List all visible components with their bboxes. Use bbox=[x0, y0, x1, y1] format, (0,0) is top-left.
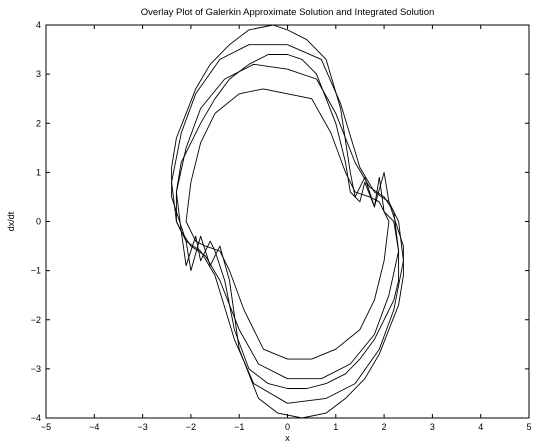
x-tick-label: −3 bbox=[137, 422, 147, 432]
chart-title: Overlay Plot of Galerkin Approximate Sol… bbox=[141, 7, 435, 18]
y-tick-label: 0 bbox=[36, 217, 41, 227]
series-line-1 bbox=[175, 54, 400, 389]
x-axis-ticks: −5 −4 −3 −2 −1 0 1 2 3 4 5 bbox=[41, 25, 532, 432]
x-tick-label: 5 bbox=[526, 422, 531, 432]
y-tick-label: 1 bbox=[36, 167, 41, 177]
x-tick-label: 4 bbox=[478, 422, 483, 432]
y-axis-label: dx/dt bbox=[6, 211, 16, 231]
y-tick-label: −3 bbox=[31, 364, 41, 374]
y-tick-label: 3 bbox=[36, 69, 41, 79]
x-tick-label: 3 bbox=[430, 422, 435, 432]
x-tick-label: −5 bbox=[41, 422, 51, 432]
x-axis-label: x bbox=[285, 433, 290, 443]
x-tick-label: −1 bbox=[234, 422, 244, 432]
x-tick-label: 1 bbox=[333, 422, 338, 432]
x-tick-label: −4 bbox=[89, 422, 99, 432]
y-tick-label: −1 bbox=[31, 266, 41, 276]
x-tick-label: 0 bbox=[285, 422, 290, 432]
x-tick-label: −2 bbox=[186, 422, 196, 432]
series-line-2 bbox=[171, 24, 404, 419]
y-axis-ticks: −4 −3 −2 −1 0 1 2 3 4 bbox=[31, 20, 529, 423]
y-tick-label: −2 bbox=[31, 315, 41, 325]
series-line-3 bbox=[185, 88, 390, 360]
y-tick-label: 2 bbox=[36, 118, 41, 128]
series-line-5 bbox=[171, 44, 404, 404]
series-line-4 bbox=[175, 63, 400, 380]
y-tick-label: 4 bbox=[36, 20, 41, 30]
series-group bbox=[171, 24, 404, 419]
x-tick-label: 2 bbox=[382, 422, 387, 432]
y-tick-label: −4 bbox=[31, 413, 41, 423]
